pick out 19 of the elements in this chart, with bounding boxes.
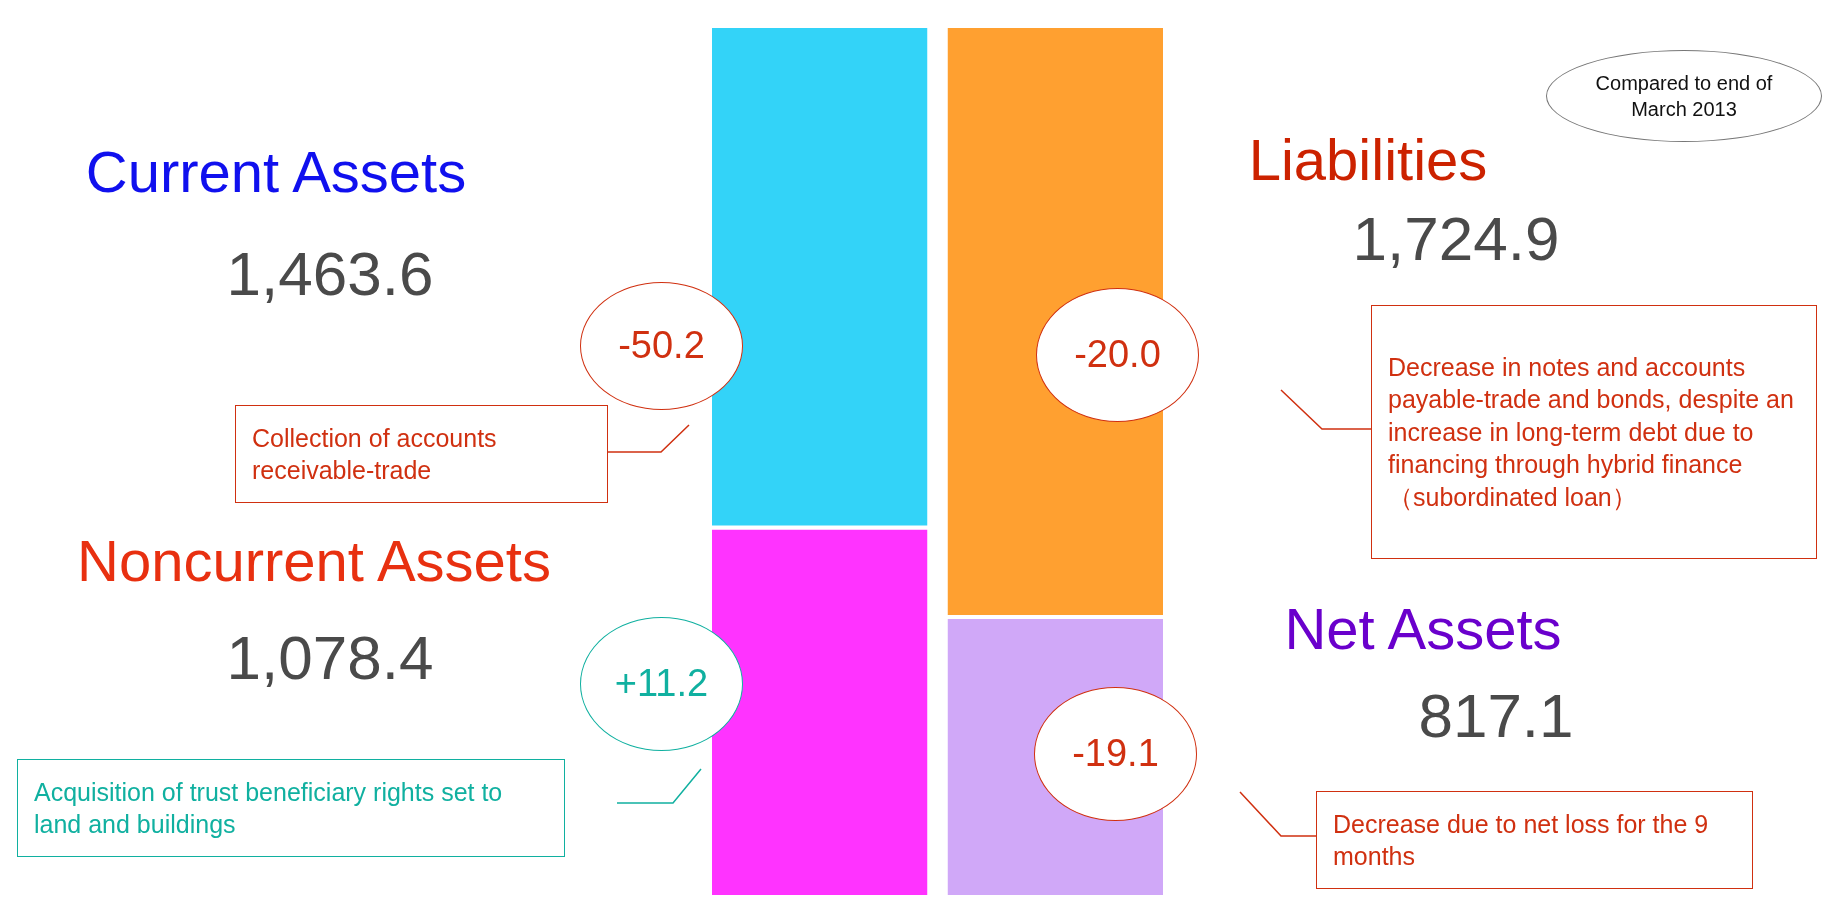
callout-box: Decrease in notes and accounts payable-trade and bonds, despite an increase in long-term debt due to financing through hybrid finance（subordinated loan） <box>1371 305 1817 559</box>
callout-box: Decrease due to net loss for the 9 months <box>1316 791 1753 889</box>
ellipse-callout: +11.2 <box>580 617 743 751</box>
text: 1,724.9 <box>1352 204 1560 273</box>
text: 1,078.4 <box>226 623 434 692</box>
ellipse-callout: Compared to end of March 2013 <box>1546 50 1822 142</box>
callout-box: Collection of accounts receivable-trade <box>235 405 608 503</box>
annotation: +11.2 <box>614 661 709 707</box>
text: 1,463.6 <box>226 239 434 308</box>
text: Net Assets <box>1284 596 1562 661</box>
text: Noncurrent Assets <box>77 528 551 593</box>
annotation: -20.0 <box>1074 332 1161 378</box>
text: Liabilities <box>1248 127 1488 192</box>
ellipse-callout: -50.2 <box>580 282 743 410</box>
text: Current Assets <box>85 139 467 204</box>
annotation: -19.1 <box>1072 731 1159 777</box>
callout-box: Acquisition of trust beneficiary rights set to land and buildings <box>17 759 565 857</box>
text: 817.1 <box>1418 681 1574 750</box>
annotation: -50.2 <box>618 323 705 369</box>
